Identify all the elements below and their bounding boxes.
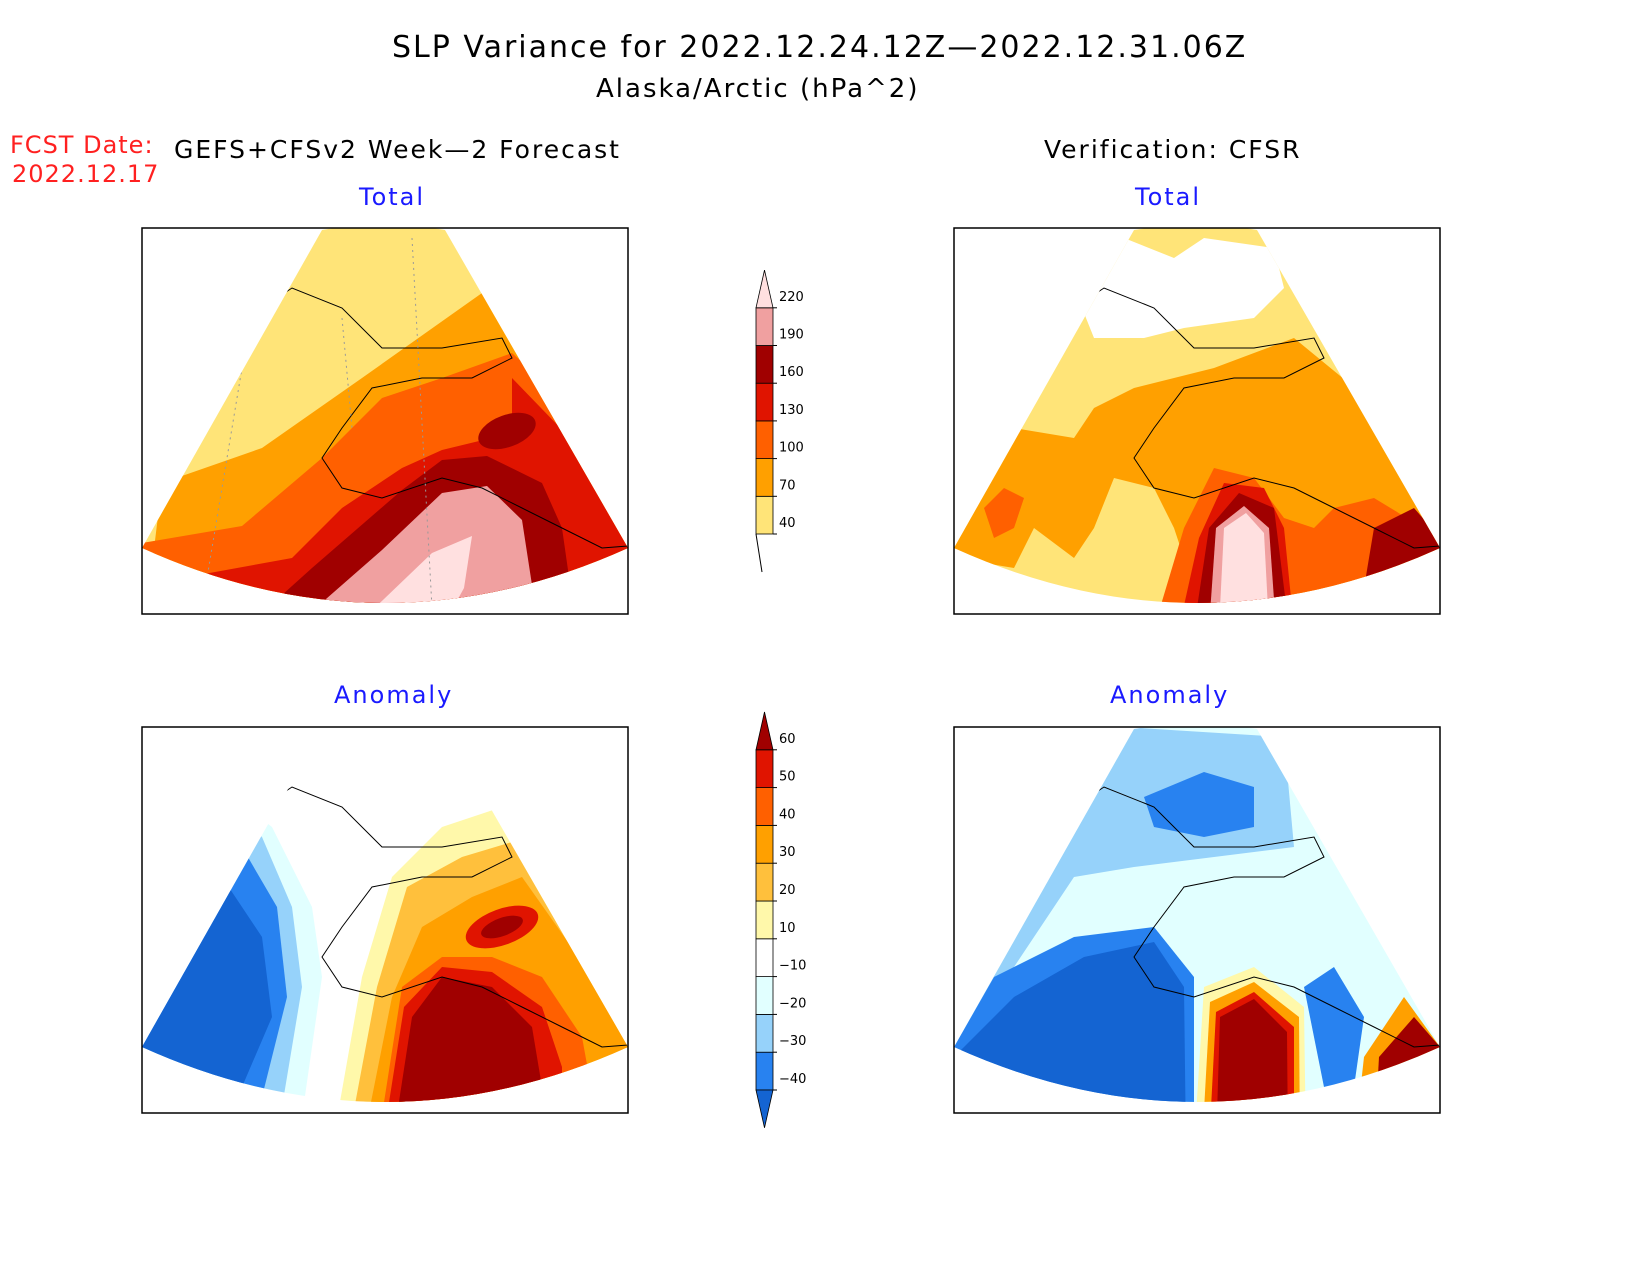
colorbar-label: 40 <box>779 516 796 531</box>
colorbar-swatch <box>755 420 774 459</box>
colorbar-label: 30 <box>779 845 796 860</box>
colorbar-label: 190 <box>779 328 804 343</box>
colorbar-label: 220 <box>779 290 804 305</box>
fcst-date: 2022.12.17 <box>12 160 160 188</box>
fcst-date-label: FCST Date: <box>10 131 154 159</box>
anomaly-colorbar: −40 −30 −20 −10 10 20 30 40 50 60 <box>755 711 806 1128</box>
colorbar-swatch <box>755 976 774 1015</box>
colorbar-bottom-arrow <box>755 1089 774 1128</box>
band-190-220 <box>302 486 534 603</box>
colorbar-swatch <box>755 382 774 422</box>
colorbar-label: 100 <box>779 441 804 456</box>
colorbar-top-arrow <box>755 270 774 309</box>
colorbar-swatch <box>755 749 774 788</box>
colorbar-label: 10 <box>779 921 796 936</box>
colorbar-label: 70 <box>779 478 796 493</box>
figure-title: SLP Variance for 2022.12.24.12Z—2022.12.… <box>392 30 1248 65</box>
colorbar-swatch <box>755 825 774 864</box>
colorbar-swatch <box>755 495 774 535</box>
colorbar-label: −10 <box>779 959 806 974</box>
colorbar-swatch <box>755 458 774 497</box>
colorbar-swatch <box>755 787 774 826</box>
colorbar-label: 50 <box>779 770 796 785</box>
map-forecast-anomaly <box>141 726 629 1114</box>
figure-subtitle: Alaska/Arctic (hPa^2) <box>596 74 920 104</box>
coastline <box>261 287 628 549</box>
verification-header: Verification: CFSR <box>1044 135 1302 164</box>
colorbar-label: −20 <box>779 996 806 1011</box>
panel-title-verification-total: Total <box>1135 183 1202 211</box>
colorbar-bottom-tail <box>755 533 763 573</box>
panel-title-forecast-total: Total <box>359 183 426 211</box>
colorbar-label: 60 <box>779 732 796 747</box>
colorbar-label: 130 <box>779 403 804 418</box>
map-verification-total <box>953 227 1441 615</box>
colorbar-swatch <box>755 938 774 977</box>
colorbar-swatch <box>755 345 774 384</box>
colorbar-label: 20 <box>779 883 796 898</box>
panel-title-verification-anomaly: Anomaly <box>1110 681 1230 709</box>
colorbar-swatch <box>755 1014 774 1053</box>
colorbar-top-arrow <box>755 711 774 751</box>
colorbar-label: −30 <box>779 1034 806 1049</box>
total-colorbar: 40 70 100 130 160 190 220 <box>755 270 804 573</box>
map-forecast-total <box>141 227 629 615</box>
colorbar-swatch <box>755 1051 774 1091</box>
colorbar-label: 160 <box>779 365 804 380</box>
colorbar-swatch <box>755 900 774 940</box>
map-verification-anomaly <box>953 726 1441 1114</box>
panel-title-forecast-anomaly: Anomaly <box>334 681 454 709</box>
colorbar-label: −40 <box>779 1072 806 1087</box>
map-frame <box>141 227 629 615</box>
colorbar-label: 40 <box>779 807 796 822</box>
forecast-header: GEFS+CFSv2 Week—2 Forecast <box>174 135 621 164</box>
colorbar-swatch <box>755 307 774 346</box>
band-220 <box>362 536 472 603</box>
colorbar-swatch <box>755 862 774 902</box>
